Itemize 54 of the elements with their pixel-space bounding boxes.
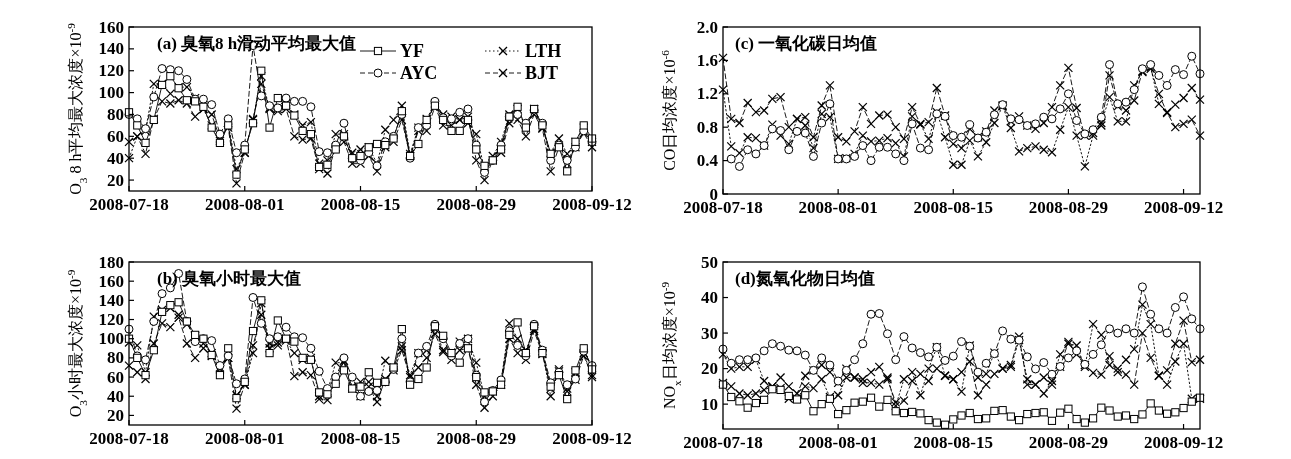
legend-label: YF [400, 41, 424, 61]
chart-title: (a) 臭氧8 h滑动平均最大值 [157, 34, 357, 53]
x-tick-label: 2008-08-29 [436, 195, 516, 214]
x-tick-label: 2008-08-15 [913, 198, 993, 217]
x-tick-label: 2008-08-29 [1028, 433, 1109, 452]
x-tick-label: 2008-08-01 [205, 195, 285, 214]
y-tick-label: 20 [701, 359, 718, 379]
y-tick-label: 140 [98, 290, 124, 310]
x-tick-label: 2008-07-18 [683, 433, 763, 452]
y-tick-label: 140 [98, 39, 124, 59]
x-tick-label: 2008-08-01 [798, 433, 878, 452]
x-tick-label: 2008-07-18 [89, 195, 169, 214]
y-tick-label: 80 [107, 104, 124, 124]
y-tick-label: 160 [98, 17, 124, 37]
x-tick-label: 2008-08-15 [913, 433, 993, 452]
x-tick-label: 2008-08-29 [436, 429, 516, 448]
y-tick-label: 120 [98, 310, 124, 330]
x-tick-label: 2008-09-12 [552, 429, 632, 448]
y-tick-label: 120 [98, 61, 124, 81]
chart-title: (c) 一氧化碳日均值 [735, 34, 878, 53]
y-tick-label: 80 [107, 348, 124, 368]
y-tick-label: 0.4 [696, 151, 719, 171]
y-tick-label: 1.6 [696, 50, 718, 70]
x-tick-label: 2008-08-01 [205, 429, 285, 448]
y-tick-label: 60 [107, 367, 124, 387]
x-tick-label: 2008-08-01 [798, 198, 878, 217]
y-tick-label: 30 [701, 323, 718, 343]
y-tick-label: 60 [107, 126, 124, 146]
x-tick-label: 2008-09-12 [1143, 433, 1224, 452]
y-tick-label: 100 [98, 83, 124, 103]
x-tick-label: 2008-08-15 [320, 429, 401, 448]
y-tick-label: 160 [98, 271, 124, 291]
legend-label: AYC [400, 63, 438, 83]
chart-title: (b) 臭氧小时最大值 [157, 269, 302, 288]
x-tick-label: 2008-08-15 [320, 195, 401, 214]
legend-label: LTH [525, 41, 562, 61]
x-tick-label: 2008-07-18 [89, 429, 169, 448]
y-tick-label: 50 [701, 252, 718, 272]
y-tick-label: 40 [107, 386, 124, 406]
y-tick-label: 180 [98, 252, 124, 272]
x-tick-label: 2008-08-29 [1028, 198, 1109, 217]
y-tick-label: 10 [701, 394, 718, 414]
y-tick-label: 1.2 [696, 84, 718, 104]
chart-title: (d)氮氧化物日均值 [735, 269, 875, 288]
y-tick-label: 2.0 [696, 17, 718, 37]
y-tick-label: 40 [107, 148, 124, 168]
y-tick-label: 100 [98, 329, 124, 349]
y-tick-label: 40 [701, 288, 718, 308]
y-tick-label: 20 [107, 170, 124, 190]
legend-label: BJT [525, 63, 559, 83]
y-tick-label: 20 [107, 405, 124, 425]
x-tick-label: 2008-09-12 [1143, 198, 1224, 217]
y-tick-label: 0.8 [696, 117, 718, 137]
x-tick-label: 2008-09-12 [552, 195, 632, 214]
